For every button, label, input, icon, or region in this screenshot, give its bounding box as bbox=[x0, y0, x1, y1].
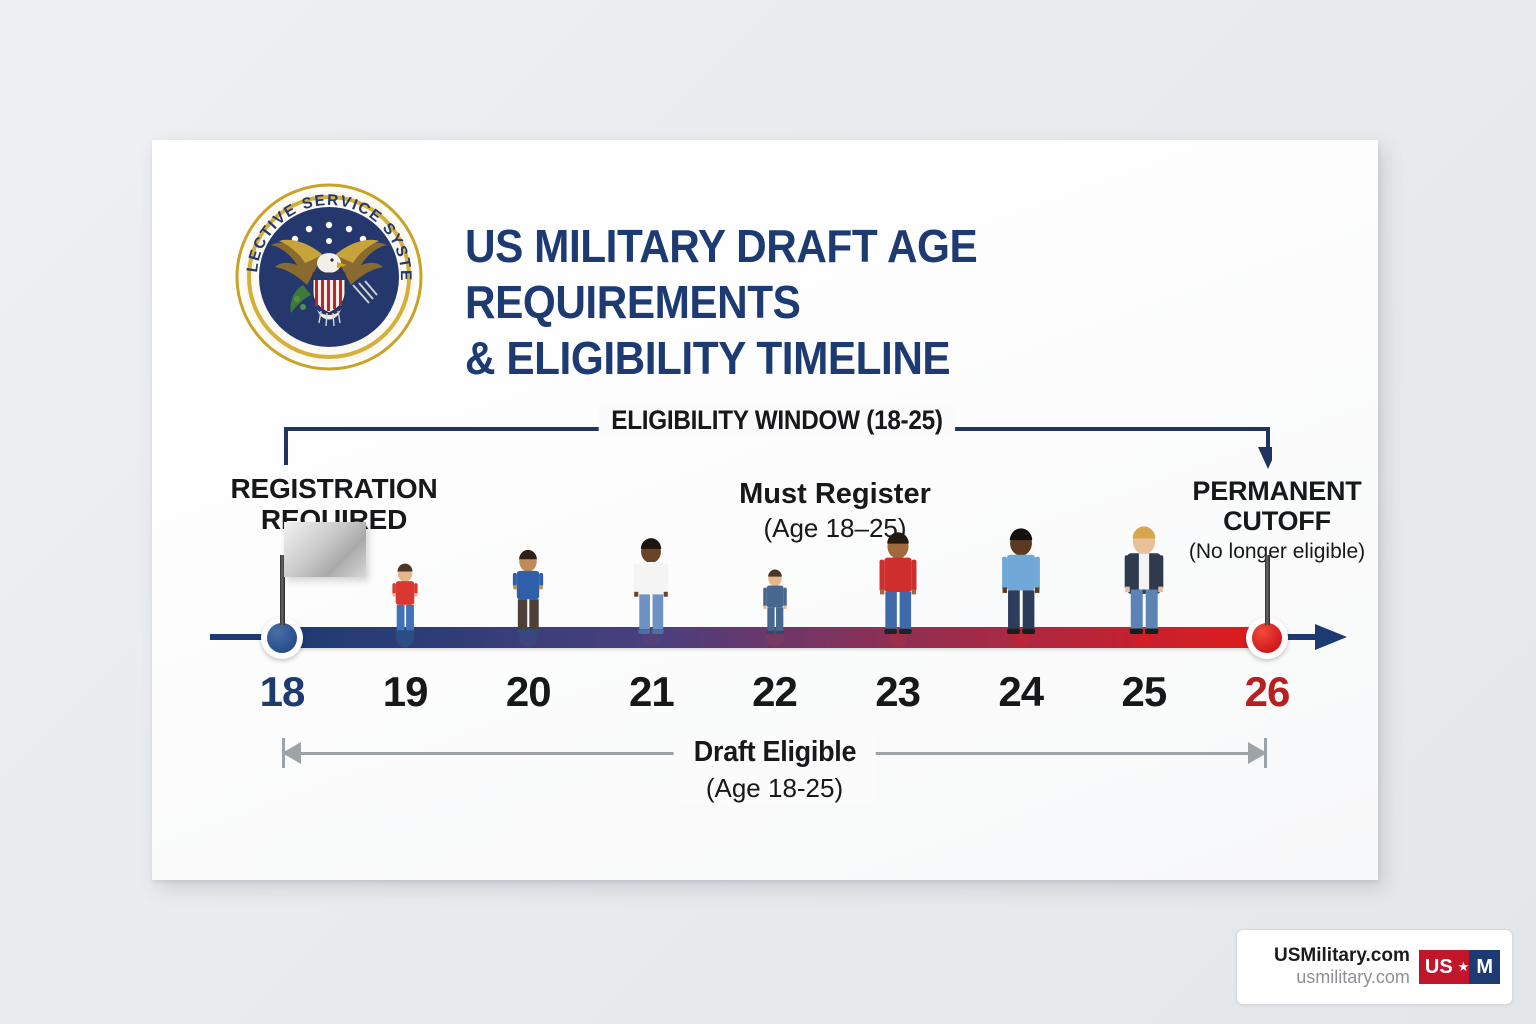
registration-required-line1: REGISTRATION bbox=[230, 473, 438, 504]
watermark-domain: usmilitary.com bbox=[1296, 967, 1410, 988]
timeline-right-line bbox=[1262, 634, 1322, 640]
logo-m-text: M bbox=[1469, 950, 1500, 984]
permanent-cutoff-sub: (No longer eligible) bbox=[1188, 540, 1366, 564]
age-label-26: 26 bbox=[1244, 668, 1291, 715]
person-figure-age-24 bbox=[998, 526, 1043, 634]
timeline-endpoint-26 bbox=[1246, 617, 1288, 659]
person-figure-age-19 bbox=[390, 562, 420, 634]
title-line-1: US MILITARY DRAFT AGE REQUIREMENTS bbox=[465, 220, 978, 328]
timeline-endpoint-18 bbox=[261, 617, 303, 659]
watermark-badge[interactable]: USMilitary.com usmilitary.com US ★ M bbox=[1236, 929, 1513, 1005]
age-timeline: 18 19 20 21 22 23 24 25 26 bbox=[152, 522, 1378, 730]
person-figure-age-25 bbox=[1121, 524, 1167, 634]
infographic-card: SELECTIVE SERVICE SYSTEM UNITED STATES O… bbox=[152, 140, 1378, 880]
must-register-head: Must Register bbox=[739, 478, 931, 510]
watermark-text: USMilitary.com usmilitary.com bbox=[1274, 945, 1410, 988]
person-figure-age-22 bbox=[761, 568, 789, 634]
watermark-brand: USMilitary.com bbox=[1274, 945, 1410, 967]
usmilitary-logo-icon: US ★ M bbox=[1418, 950, 1500, 984]
callout-permanent-cutoff: PERMANENT CUTOFF (No longer eligible) bbox=[1152, 476, 1402, 565]
permanent-cutoff-line2: CUTOFF bbox=[1223, 506, 1331, 537]
page-title: US MILITARY DRAFT AGE REQUIREMENTS & ELI… bbox=[465, 218, 1265, 386]
timeline-right-arrowhead bbox=[1315, 624, 1347, 650]
draft-range-left-arrowhead bbox=[282, 742, 301, 764]
age-label-25: 25 bbox=[1121, 668, 1168, 715]
person-figure-age-20 bbox=[510, 548, 546, 634]
title-line-2: & ELIGIBILITY TIMELINE bbox=[465, 332, 951, 384]
eligibility-window-bracket: ELIGIBILITY WINDOW (18-25) bbox=[282, 405, 1278, 475]
selective-service-seal: SELECTIVE SERVICE SYSTEM UNITED STATES O… bbox=[233, 181, 425, 373]
eligibility-window-label: ELIGIBILITY WINDOW (18-25) bbox=[598, 405, 956, 436]
timeline-pin-stem-26 bbox=[1265, 555, 1270, 625]
timeline-left-line bbox=[210, 634, 296, 640]
draft-eligible-label: Draft Eligible (Age 18-25) bbox=[673, 736, 876, 804]
age-label-20: 20 bbox=[505, 668, 552, 715]
timeline-pin-stem-18 bbox=[280, 555, 285, 625]
callout-must-register: Must Register (Age 18–25) bbox=[685, 478, 985, 545]
draft-eligible-head: Draft Eligible bbox=[693, 736, 856, 768]
age-label-23: 23 bbox=[875, 668, 921, 715]
must-register-sub: (Age 18–25) bbox=[763, 513, 907, 544]
person-figure-age-23 bbox=[876, 530, 920, 634]
logo-us-text: US bbox=[1418, 950, 1458, 984]
age-label-22: 22 bbox=[752, 668, 798, 715]
age-label-24: 24 bbox=[998, 668, 1044, 715]
logo-star-icon: ★ bbox=[1457, 950, 1470, 984]
draft-range-right-arrowhead bbox=[1248, 742, 1267, 764]
person-figure-age-21 bbox=[631, 536, 672, 634]
draft-eligible-sub: (Age 18-25) bbox=[705, 773, 844, 803]
draft-eligible-range: Draft Eligible (Age 18-25) bbox=[282, 736, 1267, 814]
registration-flag-icon bbox=[284, 522, 366, 577]
age-label-18: 18 bbox=[259, 668, 306, 715]
age-label-19: 19 bbox=[382, 668, 429, 715]
age-label-21: 21 bbox=[629, 668, 675, 715]
permanent-cutoff-line1: PERMANENT bbox=[1192, 476, 1362, 506]
